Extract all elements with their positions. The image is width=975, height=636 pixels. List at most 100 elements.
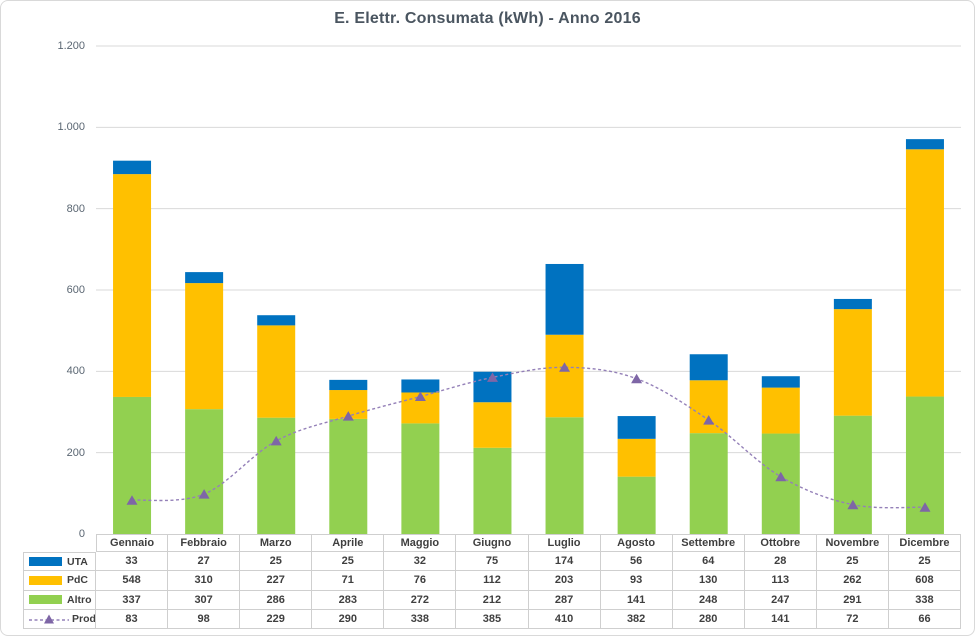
value-cell: 25 [240, 552, 313, 572]
bar-segment-pdc [689, 380, 728, 434]
bar-segment-altro [329, 418, 368, 534]
value-cell: 98 [168, 609, 241, 629]
bar-segment-altro [905, 396, 944, 534]
value-cell: 227 [240, 571, 313, 591]
bar-segment-uta [761, 376, 800, 388]
prod-line-marker [775, 471, 787, 482]
legend-cell-prod: Prod. [23, 609, 96, 629]
bar-segment-pdc [113, 174, 152, 397]
bar-segment-uta [545, 263, 584, 335]
month-header-cell: Ottobre [744, 534, 817, 552]
bar-segment-pdc [185, 283, 224, 410]
value-cell: 75 [456, 552, 529, 572]
bar-segment-pdc [905, 149, 944, 397]
prod-line-marker [270, 435, 282, 446]
month-header-cell: Marzo [240, 534, 313, 552]
value-cell: 307 [168, 590, 241, 610]
prod-line-marker [703, 415, 715, 425]
prod-line-marker [487, 372, 498, 382]
legend-cell-uta: UTA [23, 552, 96, 572]
month-header-cell: Luglio [528, 534, 601, 552]
month-header-cell: Dicembre [888, 534, 961, 552]
value-cell: 72 [816, 609, 889, 629]
month-header-cell: Aprile [312, 534, 385, 552]
prod-line-marker [198, 489, 210, 499]
y-tick-label: 600 [66, 284, 85, 296]
value-cell: 33 [96, 552, 169, 572]
value-cell: 25 [816, 552, 889, 572]
value-cell: 76 [384, 571, 457, 591]
value-cell: 66 [888, 609, 961, 629]
value-cell: 290 [312, 609, 385, 629]
bar-segment-altro [401, 423, 440, 534]
value-cell: 112 [456, 571, 529, 591]
prod-line-marker [342, 411, 354, 421]
legend-label: Altro [67, 593, 92, 606]
bar-segment-pdc [545, 334, 584, 418]
chart-title: E. Elettr. Consumata (kWh) - Anno 2016 [334, 10, 641, 27]
bar-segment-uta [833, 298, 872, 310]
value-cell: 25 [888, 552, 961, 572]
value-cell: 310 [168, 571, 241, 591]
value-cell: 27 [168, 552, 241, 572]
bar-segment-pdc [617, 438, 656, 477]
bar-segment-altro [761, 433, 800, 534]
bar-segment-pdc [473, 402, 512, 448]
value-cell: 174 [528, 552, 601, 572]
bar-segment-altro [473, 447, 512, 534]
bar-segment-altro [545, 417, 584, 534]
prod-line [131, 366, 926, 509]
value-cell: 385 [456, 609, 529, 629]
y-tick-label: 200 [66, 446, 85, 459]
value-cell: 247 [744, 590, 817, 610]
prod-line-marker [847, 499, 859, 510]
y-tick-label: 800 [66, 202, 85, 215]
value-cell: 262 [816, 571, 889, 591]
value-cell: 272 [384, 590, 457, 610]
prod-line-marker [631, 373, 643, 384]
value-cell: 25 [312, 552, 385, 572]
bar-segment-uta [401, 379, 440, 393]
value-cell: 287 [528, 590, 601, 610]
value-cell: 337 [96, 590, 169, 610]
bar-segment-uta [329, 379, 368, 391]
value-cell: 382 [600, 609, 673, 629]
value-cell: 338 [888, 590, 961, 610]
legend-swatch-pdc-icon [29, 575, 62, 585]
month-header-cell: Agosto [600, 534, 673, 552]
value-cell: 548 [96, 571, 169, 591]
legend-label: PdC [67, 574, 88, 587]
value-cell: 141 [600, 590, 673, 610]
bar-segment-altro [185, 409, 224, 534]
bar-segment-uta [185, 272, 224, 284]
legend-label: UTA [67, 555, 88, 568]
legend-swatch-altro-icon [29, 595, 62, 605]
legend-label: Prod. [72, 612, 96, 625]
y-tick-label: 1.200 [57, 40, 85, 52]
bar-segment-uta [113, 160, 152, 175]
month-header-cell: Settembre [672, 534, 745, 552]
table-corner-cell [23, 534, 96, 552]
value-cell: 229 [240, 609, 313, 629]
bar-segment-pdc [257, 325, 296, 418]
value-cell: 28 [744, 552, 817, 572]
value-cell: 280 [672, 609, 745, 629]
bar-segment-pdc [833, 309, 872, 416]
legend-swatch-uta-icon [29, 557, 62, 567]
value-cell: 410 [528, 609, 601, 629]
value-cell: 141 [744, 609, 817, 629]
y-tick-label: 1.000 [57, 121, 85, 134]
value-cell: 56 [600, 552, 673, 572]
y-tick-label: 400 [66, 365, 85, 378]
value-cell: 93 [600, 571, 673, 591]
value-cell: 248 [672, 590, 745, 610]
legend-line-swatch-prod-icon [29, 614, 69, 624]
bar-segment-altro [833, 415, 872, 534]
value-cell: 71 [312, 571, 385, 591]
value-cell: 338 [384, 609, 457, 629]
value-cell: 291 [816, 590, 889, 610]
bar-segment-altro [113, 396, 152, 534]
data-table: Gennaio Febbraio Marzo Aprile Maggio Giugno Lu… [23, 534, 961, 629]
prod-line-marker [559, 362, 570, 372]
